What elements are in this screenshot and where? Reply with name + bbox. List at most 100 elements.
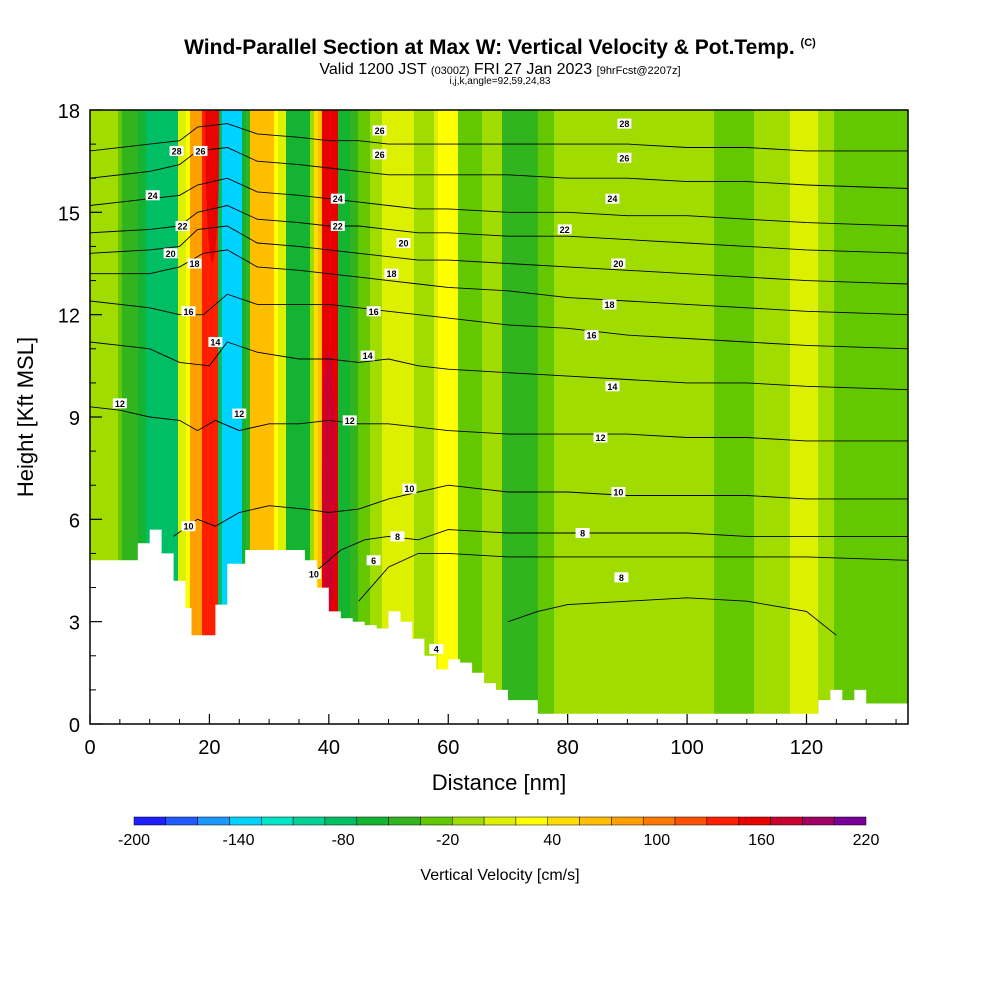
contour-label-bg: [366, 306, 381, 317]
contour-label: 10: [402, 483, 417, 494]
velocity-column: [162, 110, 167, 724]
velocity-column: [254, 110, 259, 724]
velocity-column: [186, 110, 191, 724]
velocity-column: [882, 110, 887, 724]
contour-label-text: 16: [587, 331, 597, 341]
velocity-column: [738, 110, 743, 724]
velocity-column: [498, 110, 503, 724]
velocity-column: [862, 110, 867, 724]
contour-label-bg: [145, 190, 160, 201]
velocity-column: [734, 110, 739, 724]
x-tick-label: 60: [437, 737, 459, 759]
axes: 0 20 40 60 80 100 120 0 3 6 9 12 15 18: [58, 101, 897, 759]
velocity-column: [834, 110, 839, 724]
velocity-column: [686, 110, 691, 724]
contour-label-text: 26: [195, 146, 205, 156]
contour-label: 18: [384, 268, 399, 279]
contour-label-text: 14: [210, 337, 220, 347]
velocity-column: [158, 110, 163, 724]
velocity-column: [770, 110, 775, 724]
velocity-column: [138, 110, 143, 724]
contour-label-bg: [602, 299, 617, 310]
y-tick-label: 0: [69, 715, 80, 737]
contour-label-text: 4: [434, 644, 439, 654]
velocity-column: [470, 110, 475, 724]
velocity-column: [586, 110, 591, 724]
velocity-column: [874, 110, 879, 724]
velocity-column: [258, 110, 263, 724]
colorbar-tick-label: -20: [436, 832, 459, 849]
contour-label: 10: [306, 568, 321, 579]
velocity-column: [434, 110, 439, 724]
velocity-column: [566, 110, 571, 724]
contour-label-bg: [330, 193, 345, 204]
contour-label: 4: [429, 643, 444, 654]
velocity-column: [318, 110, 323, 724]
velocity-column: [182, 110, 187, 724]
velocity-column: [398, 110, 403, 724]
contour-line-10: [173, 484, 908, 537]
velocity-column: [442, 110, 447, 724]
colorbar-tick-label: -200: [118, 832, 150, 849]
velocity-column: [474, 110, 479, 724]
contour-label-text: 18: [604, 300, 614, 310]
contour-line-4: [507, 597, 837, 636]
colorbar-swatch: [229, 816, 262, 826]
colorbar-swatch: [674, 816, 708, 826]
velocity-column: [794, 110, 799, 724]
velocity-column: [674, 110, 679, 724]
contour-label-text: 8: [395, 532, 400, 542]
contour-label-bg: [342, 415, 357, 426]
contour-label-bg: [593, 432, 608, 443]
y-tick-label: 18: [58, 101, 80, 123]
velocity-column: [866, 110, 871, 724]
velocity-column: [294, 110, 299, 724]
velocity-column: [130, 110, 135, 724]
contour-label-text: 8: [619, 573, 624, 583]
contour-label: 14: [360, 350, 375, 361]
velocity-column: [774, 110, 779, 724]
velocity-column: [302, 110, 307, 724]
velocity-column: [262, 110, 267, 724]
colorbar-swatch: [324, 816, 358, 826]
contour-label-text: 24: [333, 194, 343, 204]
velocity-column: [430, 110, 435, 724]
contour-label-bg: [193, 145, 208, 156]
colorbar-swatch: [802, 816, 835, 826]
velocity-column: [382, 110, 387, 724]
velocity-column: [798, 110, 803, 724]
contour-line-18: [90, 249, 908, 316]
velocity-column: [118, 110, 123, 724]
velocity-column: [634, 110, 639, 724]
velocity-column: [626, 110, 631, 724]
y-tick-label: 9: [69, 408, 80, 430]
contour-label-bg: [402, 483, 417, 494]
contour-label-bg: [306, 568, 321, 579]
velocity-column: [106, 110, 111, 724]
velocity-column: [230, 110, 235, 724]
contour-label-text: 22: [333, 221, 343, 231]
velocity-column: [206, 110, 211, 724]
contour-label-text: 28: [172, 146, 182, 156]
x-tick-label: 0: [84, 737, 95, 759]
velocity-column: [598, 110, 603, 724]
velocity-column: [678, 110, 683, 724]
velocity-column: [710, 110, 715, 724]
contour-label-text: 12: [595, 433, 605, 443]
velocity-column: [850, 110, 855, 724]
velocity-column: [358, 110, 363, 724]
contour-label-text: 22: [560, 225, 570, 235]
chart-title-text: Wind-Parallel Section at Max W: Vertical…: [184, 36, 795, 59]
velocity-column: [546, 110, 551, 724]
contour-label: 26: [193, 145, 208, 156]
colorbar-tick-label: -80: [332, 832, 355, 849]
velocity-column: [290, 110, 295, 724]
velocity-column: [594, 110, 599, 724]
velocity-column: [846, 110, 851, 724]
chart-subtitle-indices: i,j,k,angle=92,59,24,83: [449, 76, 551, 87]
contour-label-bg: [617, 152, 632, 163]
velocity-column: [154, 110, 159, 724]
contour-label: 12: [342, 415, 357, 426]
contour-line-8: [316, 529, 908, 571]
contour-label: 22: [557, 224, 572, 235]
